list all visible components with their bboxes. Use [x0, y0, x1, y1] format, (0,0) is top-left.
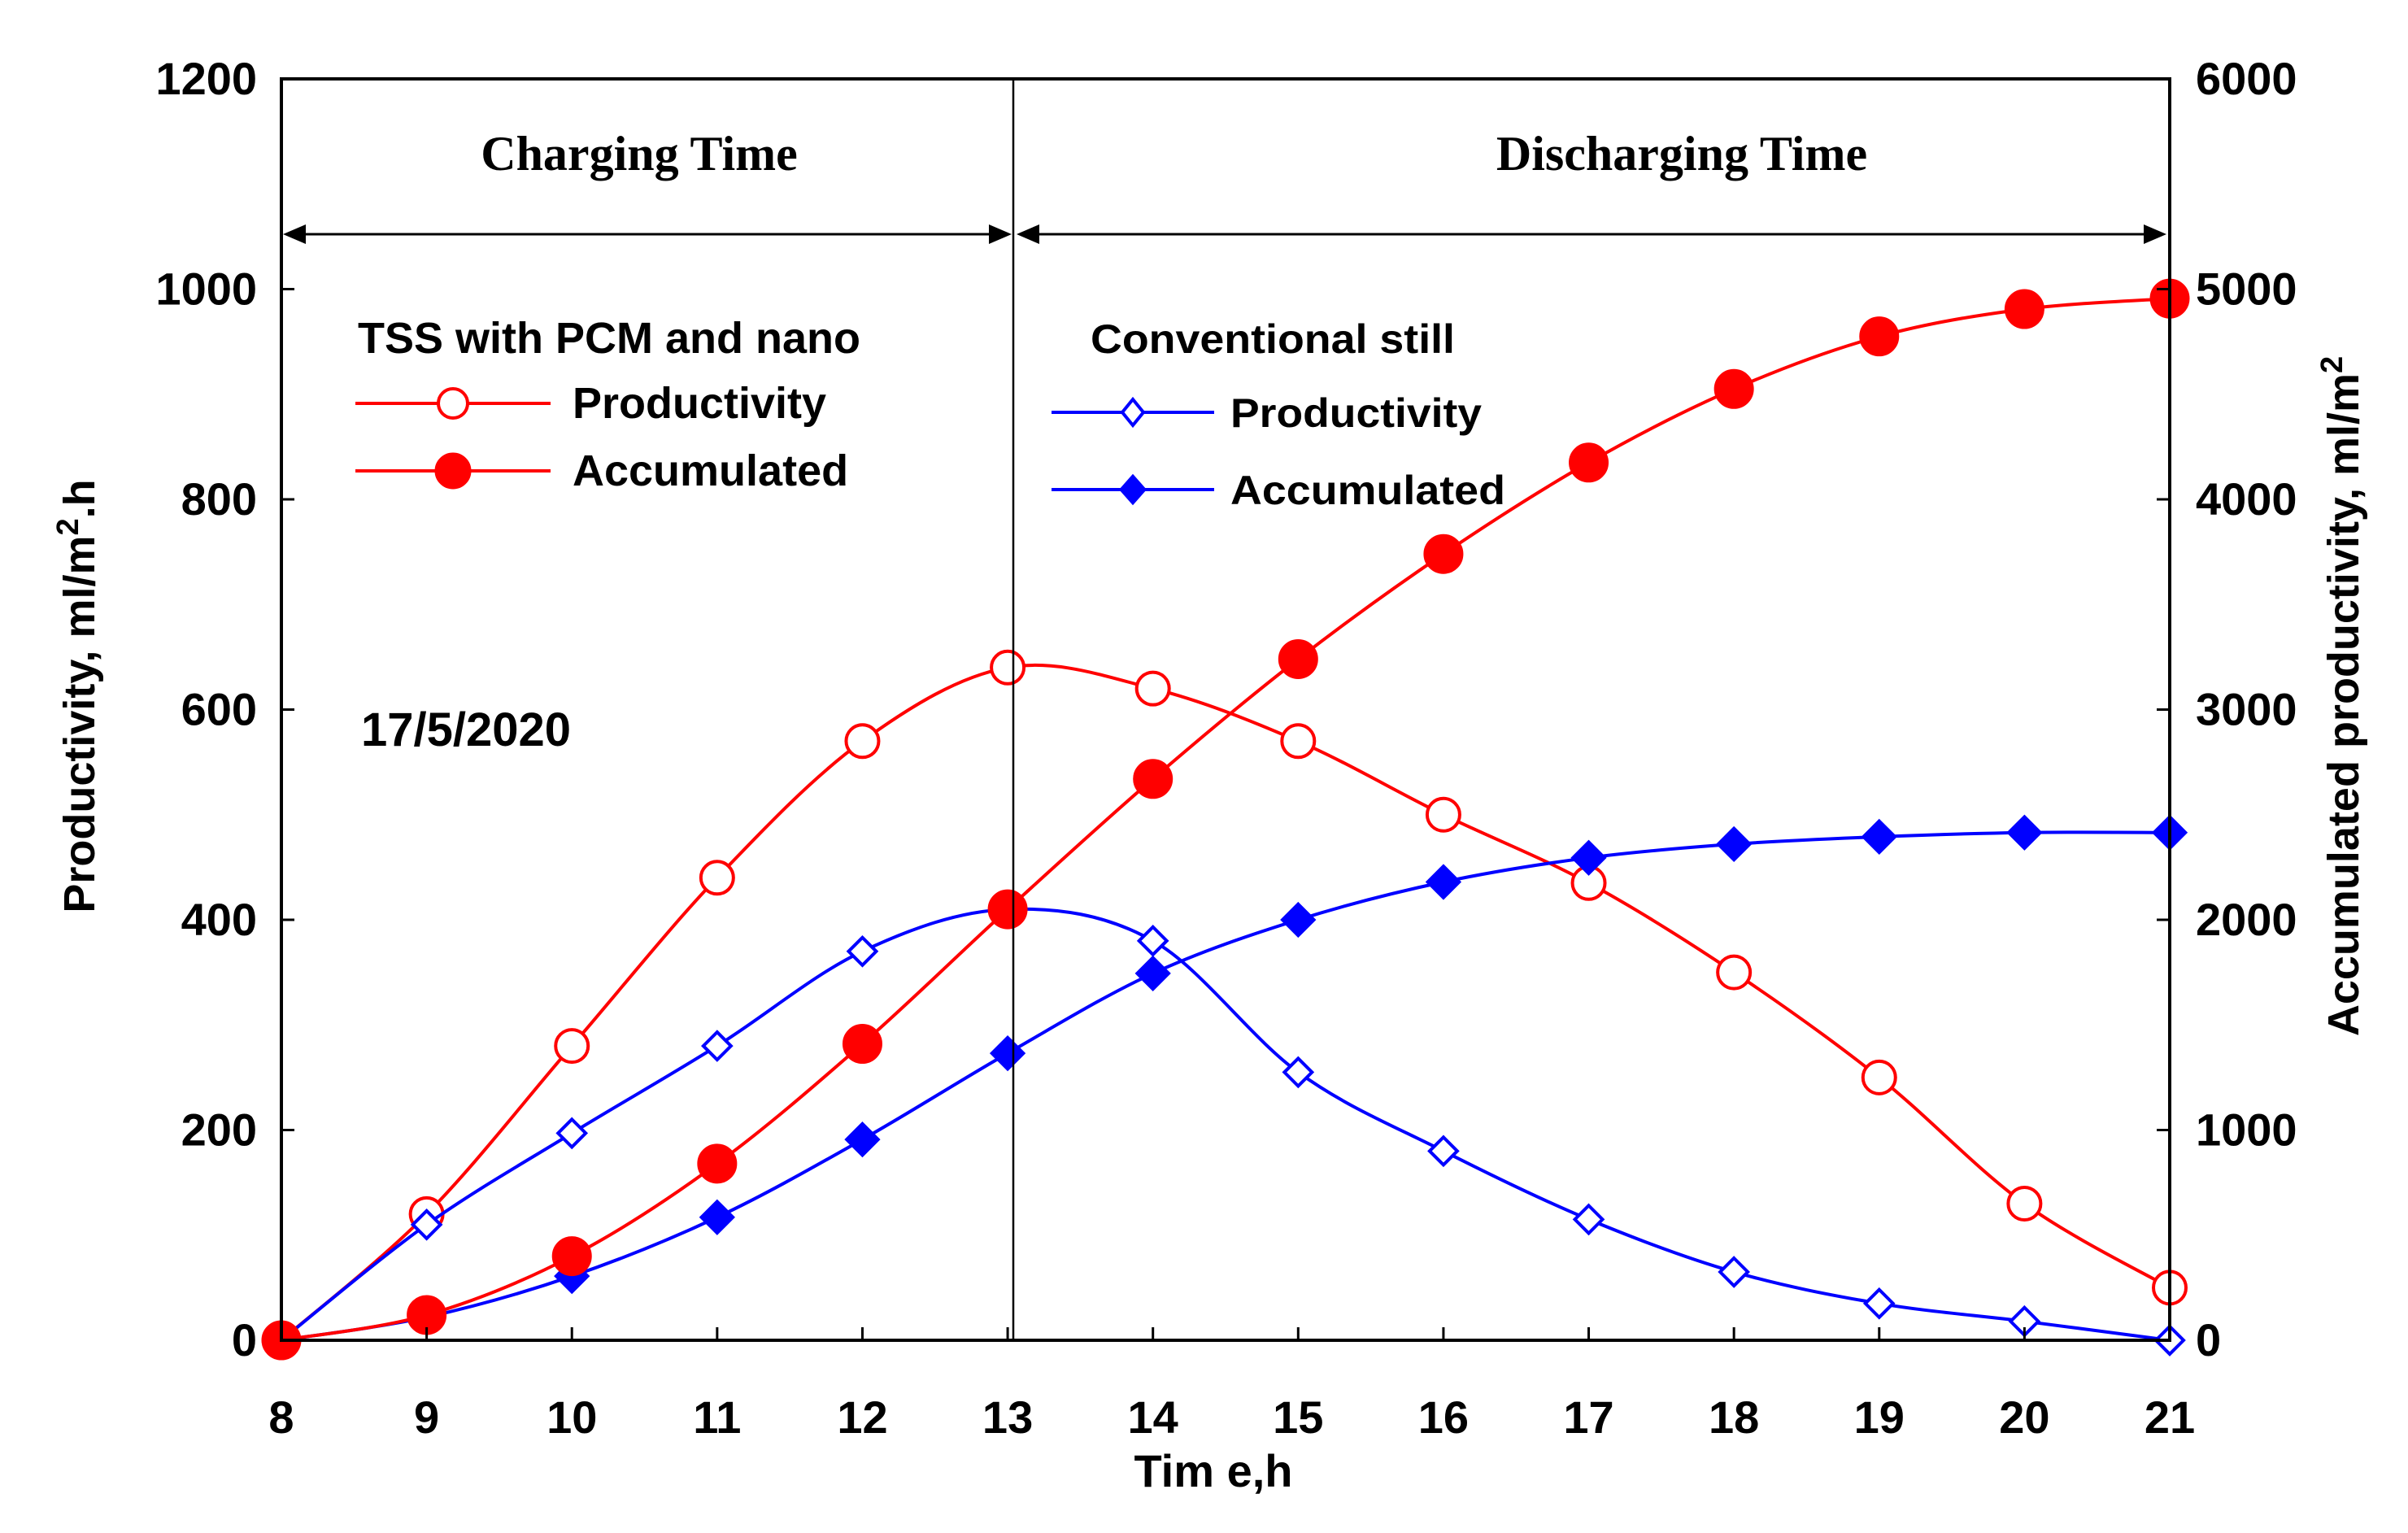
point-conventional-productivity: [555, 1117, 589, 1150]
x-tick-label: 12: [837, 1391, 887, 1443]
point-tss-accumulated: [1569, 442, 1609, 483]
x-tick-label: 16: [1418, 1391, 1469, 1443]
x-tick-label: 10: [546, 1391, 597, 1443]
discharging-arrow: [1017, 224, 2166, 244]
point-tss-accumulated: [551, 1236, 592, 1277]
x-tick-label: 17: [1563, 1391, 1613, 1443]
date-label: 17/5/2020: [361, 703, 571, 756]
legend-tss-title: TSS with PCM and nano: [358, 314, 860, 363]
point-tss-accumulated: [987, 889, 1028, 930]
legend-conv-title: Conventional still: [1091, 316, 1455, 362]
legend-tss-productivity-marker: [437, 387, 469, 420]
x-tick-label: 19: [1854, 1391, 1905, 1443]
point-conventional-accumulated: [1134, 955, 1171, 992]
point-conventional-accumulated: [1280, 901, 1317, 939]
discharging-time-label: Discharging Time: [1496, 127, 1867, 181]
y-right-tick-label: 1000: [2196, 1104, 2297, 1156]
x-tick-label: 11: [693, 1391, 741, 1443]
point-conventional-accumulated: [1861, 818, 1897, 856]
point-conventional-accumulated: [1570, 839, 1607, 876]
x-tick-label: 20: [1999, 1391, 2049, 1443]
y-left-tick-label: 1000: [155, 263, 257, 315]
legend-tss-accumulated-marker: [434, 452, 472, 490]
point-conventional-accumulated: [699, 1199, 735, 1235]
point-tss-accumulated: [1713, 368, 1754, 409]
point-conventional-productivity: [1862, 1287, 1896, 1320]
point-tss-productivity: [2006, 1185, 2043, 1222]
point-tss-accumulated: [1133, 759, 1174, 799]
x-tick-label: 15: [1273, 1391, 1323, 1443]
x-tick-label: 9: [414, 1391, 439, 1443]
point-conventional-accumulated: [1425, 864, 1462, 900]
y-right-tick-label: 3000: [2196, 684, 2297, 735]
x-tick-label: 14: [1128, 1391, 1178, 1443]
x-tick-label: 8: [268, 1391, 294, 1443]
y-left-tick-label: 800: [181, 473, 257, 525]
point-tss-productivity: [1861, 1059, 1897, 1095]
legend-conv-productivity-label: Productivity: [1230, 390, 1482, 436]
point-tss-productivity: [699, 860, 735, 896]
x-tick-label: 18: [1709, 1391, 1759, 1443]
legend-tss: TSS with PCM and nano Productivity Accum…: [355, 314, 860, 495]
point-conventional-productivity: [701, 1030, 734, 1062]
point-tss-accumulated: [1859, 316, 1900, 357]
series-line-tss-accumulated: [281, 297, 2171, 1342]
legend-conv-accumulated-marker: [1118, 473, 1147, 506]
y-left-tick-label: 0: [232, 1314, 257, 1365]
y-left-tick-label: 200: [181, 1104, 257, 1156]
point-conventional-productivity: [1427, 1135, 1460, 1168]
point-conventional-accumulated: [989, 1035, 1026, 1072]
legend-tss-productivity-label: Productivity: [573, 379, 826, 428]
point-tss-productivity: [844, 723, 881, 760]
y-right-tick-label: 5000: [2196, 263, 2297, 315]
point-tss-accumulated: [697, 1143, 738, 1184]
point-tss-accumulated: [842, 1024, 882, 1065]
point-conventional-productivity: [846, 934, 879, 968]
y-axis-right-label: Accumulated productivity, ml/m2: [2315, 356, 2368, 1036]
point-conventional-productivity: [410, 1208, 443, 1241]
legend-tss-accumulated-label: Accumulated: [573, 446, 848, 495]
point-tss-productivity: [1134, 670, 1171, 707]
point-tss-productivity: [1425, 796, 1461, 833]
point-conventional-accumulated: [1716, 825, 1753, 863]
x-tick-label: 13: [982, 1391, 1033, 1443]
y-right-tick-label: 6000: [2196, 53, 2297, 104]
legend-conv-accumulated-label: Accumulated: [1230, 468, 1505, 513]
point-tss-accumulated: [1278, 638, 1318, 679]
point-tss-accumulated: [2004, 289, 2044, 329]
legend-conv-productivity-marker: [1120, 396, 1146, 429]
point-conventional-productivity: [1572, 1203, 1605, 1236]
legend-conventional: Conventional still Productivity Accumula…: [1052, 316, 1505, 513]
point-conventional-productivity: [1282, 1056, 1315, 1089]
point-conventional-productivity: [1718, 1256, 1750, 1288]
y-left-tick-label: 400: [181, 894, 257, 945]
y-right-tick-label: 2000: [2196, 894, 2297, 945]
charging-arrow: [283, 224, 1012, 244]
y-axis-left-label: Productivity, ml/m2.h: [51, 479, 104, 912]
series-line-conventional-accumulated: [281, 830, 2171, 1342]
y-right-tick-label: 4000: [2196, 473, 2297, 525]
charging-time-label: Charging Time: [481, 127, 798, 181]
point-tss-productivity: [990, 649, 1026, 686]
y-left-tick-label: 600: [181, 684, 257, 735]
x-axis-label: Tim e,h: [1134, 1445, 1292, 1496]
point-conventional-productivity: [1136, 925, 1169, 957]
point-tss-accumulated: [1423, 534, 1464, 574]
point-tss-productivity: [554, 1028, 590, 1065]
point-conventional-accumulated: [2006, 814, 2043, 851]
point-tss-productivity: [1280, 723, 1317, 760]
y-left-tick-label: 1200: [155, 53, 257, 104]
point-conventional-accumulated: [844, 1121, 881, 1158]
y-right-tick-label: 0: [2196, 1314, 2221, 1365]
x-tick-label: 21: [2145, 1391, 2195, 1443]
point-tss-productivity: [1716, 954, 1753, 991]
